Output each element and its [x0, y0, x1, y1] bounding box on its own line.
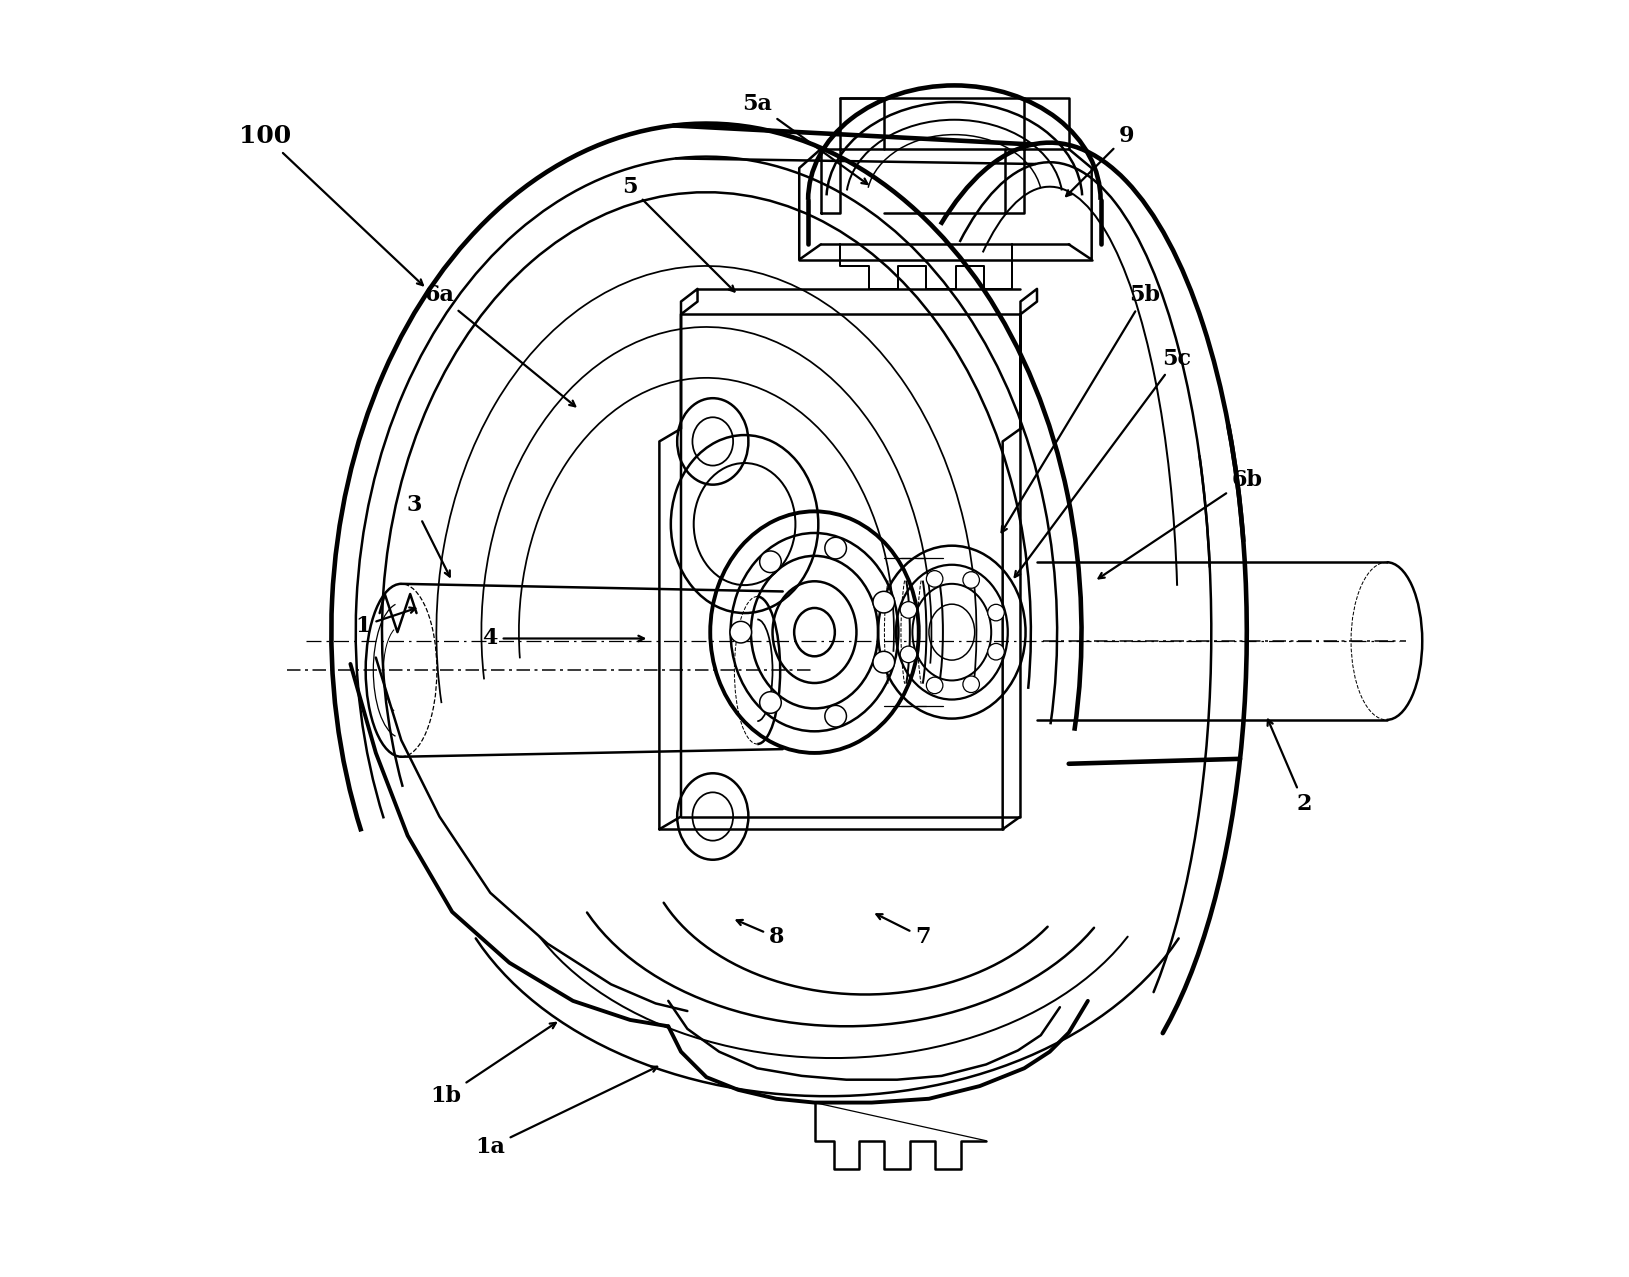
Circle shape	[901, 646, 917, 663]
Text: 2: 2	[1267, 720, 1311, 815]
Circle shape	[824, 705, 847, 727]
Circle shape	[963, 572, 979, 589]
Circle shape	[901, 601, 917, 618]
Text: 1a: 1a	[476, 1066, 656, 1158]
Text: 5: 5	[622, 176, 735, 291]
Text: 9: 9	[1065, 125, 1134, 197]
Text: 1: 1	[355, 608, 415, 637]
Circle shape	[873, 651, 894, 673]
Circle shape	[730, 622, 751, 642]
Text: 3: 3	[406, 494, 450, 577]
Text: 7: 7	[876, 914, 930, 949]
Circle shape	[987, 644, 1005, 660]
Circle shape	[927, 677, 943, 693]
Text: 6a: 6a	[425, 285, 575, 406]
Circle shape	[963, 676, 979, 692]
Circle shape	[824, 538, 847, 559]
Text: 8: 8	[736, 919, 784, 949]
Text: 1b: 1b	[430, 1023, 555, 1107]
Text: 5c: 5c	[1015, 347, 1191, 577]
Circle shape	[987, 604, 1005, 621]
Circle shape	[927, 571, 943, 587]
Circle shape	[873, 591, 894, 613]
Text: 6b: 6b	[1098, 469, 1262, 578]
Text: 4: 4	[482, 627, 643, 650]
Circle shape	[759, 550, 782, 572]
Text: 5a: 5a	[743, 93, 868, 184]
Text: 5b: 5b	[1002, 285, 1160, 533]
Circle shape	[759, 692, 782, 714]
Text: 100: 100	[239, 124, 424, 285]
